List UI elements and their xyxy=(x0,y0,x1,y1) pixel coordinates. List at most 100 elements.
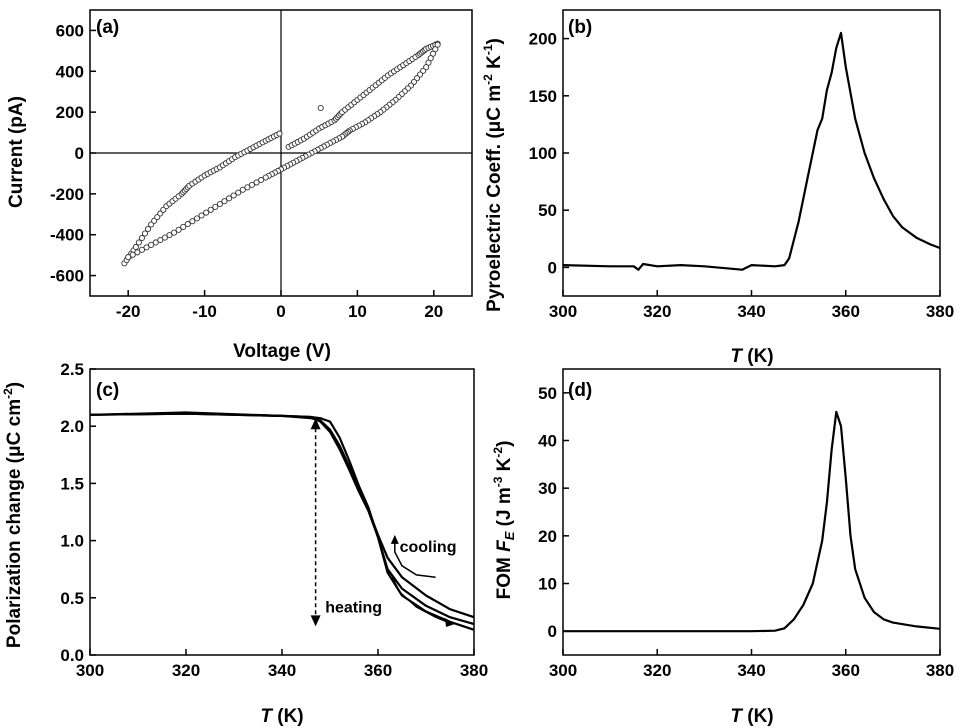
data-point-a-2-77 xyxy=(184,221,191,228)
data-point-a-2-65 xyxy=(239,186,246,193)
data-point-a-2-76 xyxy=(189,218,196,225)
yaxis-text-b: Pyroelectric Coeff. (μC m xyxy=(484,85,505,312)
data-point-a-2-88 xyxy=(134,249,141,256)
ytick-label-d-1: 10 xyxy=(538,575,557,594)
xtick-label-b-1: 320 xyxy=(643,302,671,321)
data-point-a-2-90 xyxy=(125,254,132,261)
yaxis-title-d: FOM FE (J m-3 K-2) xyxy=(491,441,517,600)
xtick-label-d-2: 340 xyxy=(737,661,765,680)
xaxis-unit-d: (K) xyxy=(747,706,773,727)
ytick-label-b-1: 50 xyxy=(538,201,557,220)
yaxis-rest-d: (J m xyxy=(494,487,515,531)
data-point-a-0-6 xyxy=(135,239,142,246)
ytick-label-a-3: 0 xyxy=(75,144,84,163)
panel-b: (b) T (K) Pyroelectric Coeff. (μC m-2 K-… xyxy=(481,9,954,367)
data-point-a-2-89 xyxy=(129,251,136,258)
panel-label-d: (d) xyxy=(568,380,592,401)
panel-label-a: (a) xyxy=(96,17,119,38)
data-point-a-2-69 xyxy=(221,198,228,205)
xaxis-title-d: T (K) xyxy=(730,706,773,727)
yaxis-sup1-b: -2 xyxy=(481,74,495,85)
xtick-label-b-0: 300 xyxy=(549,302,577,321)
ytick-label-d-5: 50 xyxy=(538,384,557,403)
plot-frame-c xyxy=(89,368,475,656)
data-point-a-0-55 xyxy=(276,130,283,137)
xaxis-title-a: Voltage (V) xyxy=(233,341,331,362)
yaxis-mid-b: K xyxy=(484,55,505,74)
xtick-label-a-3: 10 xyxy=(348,302,367,321)
ytick-label-c-1: 0.5 xyxy=(60,589,84,608)
plot-frame-b xyxy=(562,9,941,297)
heating-arrow-head xyxy=(445,617,455,627)
ytick-label-a-2: -200 xyxy=(50,185,84,204)
ytick-label-a-5: 400 xyxy=(56,62,84,81)
ytick-label-b-3: 150 xyxy=(529,87,557,106)
data-point-a-2-82 xyxy=(161,234,168,241)
ytick-label-a-4: 200 xyxy=(56,103,84,122)
data-point-a-0-9 xyxy=(145,225,152,233)
panel-c: (c) T (K) Polarization change (μC cm-2) … xyxy=(1,360,488,727)
xtick-label-b-2: 340 xyxy=(737,302,765,321)
series-line-d xyxy=(563,410,941,633)
yaxis-sup1-c: -2 xyxy=(1,388,15,399)
data-point-a-2-75 xyxy=(193,215,201,222)
xaxis-var-d: T xyxy=(730,706,743,727)
ytick-label-c-0: 0.0 xyxy=(60,646,84,665)
xtick-label-d-3: 360 xyxy=(832,661,860,680)
yaxis-var-d: F xyxy=(494,539,515,552)
xtick-label-d-1: 320 xyxy=(643,661,671,680)
data-point-a-2-62 xyxy=(253,179,260,186)
double-arrow-head-up xyxy=(310,418,321,430)
data-point-a-2-81 xyxy=(166,232,173,239)
panel-a: (a) Voltage (V) Current (pA) -20 -10 0 10 20… xyxy=(6,9,473,362)
series-line-c-1 xyxy=(89,411,475,626)
xtick-label-b-4: 380 xyxy=(926,302,954,321)
ytick-label-d-0: 0 xyxy=(548,622,557,641)
series-line-b xyxy=(562,31,941,271)
xtick-label-c-1: 320 xyxy=(172,661,200,680)
xtick-label-c-3: 360 xyxy=(364,661,392,680)
xtick-label-d-4: 380 xyxy=(926,661,954,680)
yaxis-end-d: ) xyxy=(494,441,515,447)
xaxis-var-c: T xyxy=(260,706,273,727)
ytick-label-c-4: 2.0 xyxy=(60,417,84,436)
ytick-label-c-2: 1.0 xyxy=(60,532,84,551)
xtick-label-a-4: 20 xyxy=(424,302,443,321)
annotation-heating: heating xyxy=(325,600,382,617)
xtick-label-a-1: -10 xyxy=(192,302,217,321)
yaxis-text-c: Polarization change (μC cm xyxy=(4,399,25,648)
ytick-label-b-2: 100 xyxy=(529,144,557,163)
yaxis-end-c: ) xyxy=(4,382,25,388)
xtick-label-c-0: 300 xyxy=(76,661,104,680)
panel-label-c: (c) xyxy=(96,380,119,401)
yaxis-title-b: Pyroelectric Coeff. (μC m-2 K-1) xyxy=(481,38,505,312)
xtick-label-a-0: -20 xyxy=(116,302,141,321)
yaxis-sup1-d: -3 xyxy=(491,476,505,487)
data-point-a-3-0 xyxy=(317,105,324,112)
data-point-a-2-79 xyxy=(175,226,182,233)
yaxis-text-d: FOM xyxy=(494,552,515,600)
annotation-cooling: cooling xyxy=(400,539,457,556)
yaxis-title-c: Polarization change (μC cm-2) xyxy=(1,382,25,648)
data-point-a-2-87 xyxy=(138,246,146,253)
data-point-a-2-61 xyxy=(258,176,265,184)
ytick-label-b-0: 0 xyxy=(548,258,557,277)
ytick-label-d-3: 30 xyxy=(538,479,557,498)
ytick-label-c-5: 2.5 xyxy=(60,360,84,379)
data-point-a-2-68 xyxy=(225,195,233,202)
heating-arrow-line xyxy=(391,576,451,624)
data-point-a-0-7 xyxy=(138,234,146,242)
ytick-label-a-1: -400 xyxy=(50,226,84,245)
panel-d: (d) T (K) FOM FE (J m-3 K-2) 300 320 340 36… xyxy=(491,368,954,727)
cooling-arrow-head xyxy=(390,534,399,544)
xtick-label-a-2: 0 xyxy=(276,302,285,321)
yaxis-end-b: ) xyxy=(484,38,505,44)
xaxis-title-c: T (K) xyxy=(260,706,303,727)
data-point-a-2-78 xyxy=(180,223,187,231)
series-line-c-2 xyxy=(89,412,475,631)
data-point-a-2-72 xyxy=(207,206,214,213)
xaxis-unit-b: (K) xyxy=(747,346,773,367)
panel-label-b: (b) xyxy=(568,17,592,38)
ytick-label-a-0: -600 xyxy=(50,267,84,286)
